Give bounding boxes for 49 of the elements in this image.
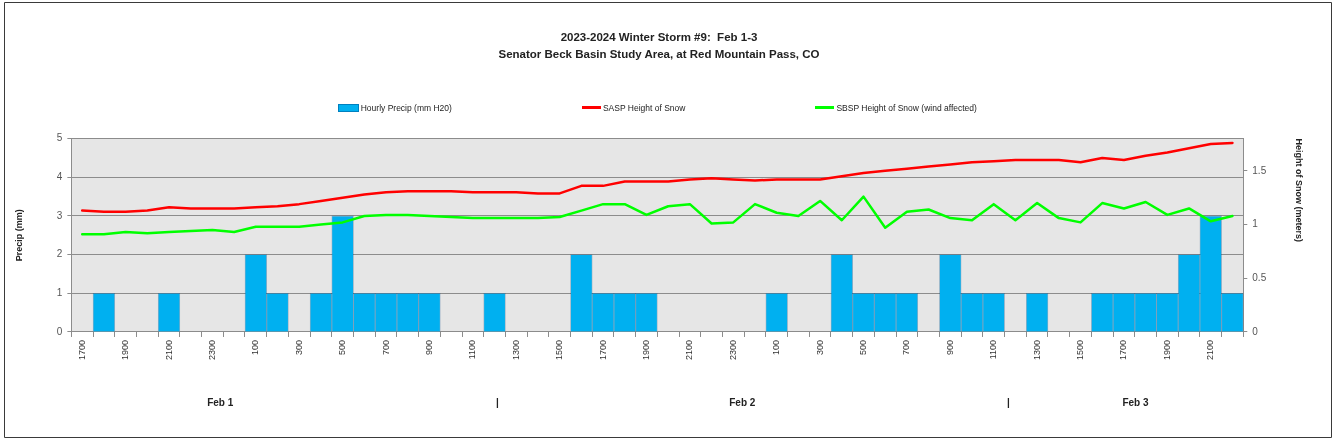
text: Feb 1 (207, 395, 234, 410)
x-tick-label: 1900 (120, 339, 131, 361)
legend-label: SBSP Height of Snow (wind affected) (836, 102, 977, 113)
y2-tick-label: 0.5 (1252, 272, 1267, 284)
text: | (1006, 395, 1010, 410)
y-tick-label: 5 (56, 132, 63, 144)
y-tick-label: 1 (56, 287, 63, 299)
x-tick-label: 2100 (1205, 339, 1216, 361)
x-tick-label: 500 (857, 339, 868, 356)
x-tick-label: 100 (250, 339, 261, 356)
x-tick-label: 300 (293, 339, 304, 356)
x-tick-label: 700 (380, 339, 391, 356)
x-tick-label: 1700 (1118, 339, 1129, 361)
legend-label: SASP Height of Snow (602, 102, 686, 113)
text: | (495, 395, 499, 410)
x-tick-label: 2100 (163, 339, 174, 361)
y-tick-label: 4 (56, 171, 63, 183)
text: Feb 2 (729, 395, 756, 410)
x-tick-label: 2300 (727, 339, 738, 361)
x-tick-label: 100 (771, 339, 782, 356)
x-tick-label: 1900 (640, 339, 651, 361)
x-tick-label: 300 (814, 339, 825, 356)
x-tick-label: 700 (901, 339, 912, 356)
y2-tick-label: 1 (1252, 218, 1259, 230)
text: Feb 3 (1122, 395, 1149, 410)
x-tick-label: 2100 (684, 339, 695, 361)
x-tick-label: 1100 (467, 339, 478, 360)
y-axis-title: Precip (mm) (13, 209, 24, 262)
x-tick-label: 1300 (1031, 339, 1042, 361)
x-tick-label: 1700 (76, 339, 87, 361)
x-tick-label: 2300 (206, 339, 217, 361)
x-tick-label: 1700 (597, 339, 608, 361)
y2-tick-label: 0 (1252, 325, 1259, 337)
y2-tick-label: 1.5 (1252, 164, 1267, 176)
x-tick-label: 900 (944, 339, 955, 356)
x-tick-label: 1900 (1161, 339, 1172, 361)
y-tick-label: 3 (56, 209, 63, 221)
x-tick-label: 1300 (510, 339, 521, 361)
chart-title: 2023-2024 Winter Storm #9: Feb 1-3 (560, 31, 758, 44)
y-tick-label: 2 (56, 248, 63, 260)
y2-axis-title: Height of Snow (meters) (1294, 138, 1305, 243)
x-tick-label: 1500 (1075, 339, 1086, 361)
legend-label: Hourly Precip (mm H20) (360, 102, 452, 113)
x-tick-label: 900 (423, 339, 434, 356)
chart-subtitle: Senator Beck Basin Study Area, at Red Mountain Pass, CO (498, 47, 820, 60)
x-tick-label: 1100 (988, 339, 999, 360)
x-tick-label: 1500 (554, 339, 565, 361)
y-tick-label: 0 (56, 325, 63, 337)
x-tick-label: 500 (337, 339, 348, 356)
